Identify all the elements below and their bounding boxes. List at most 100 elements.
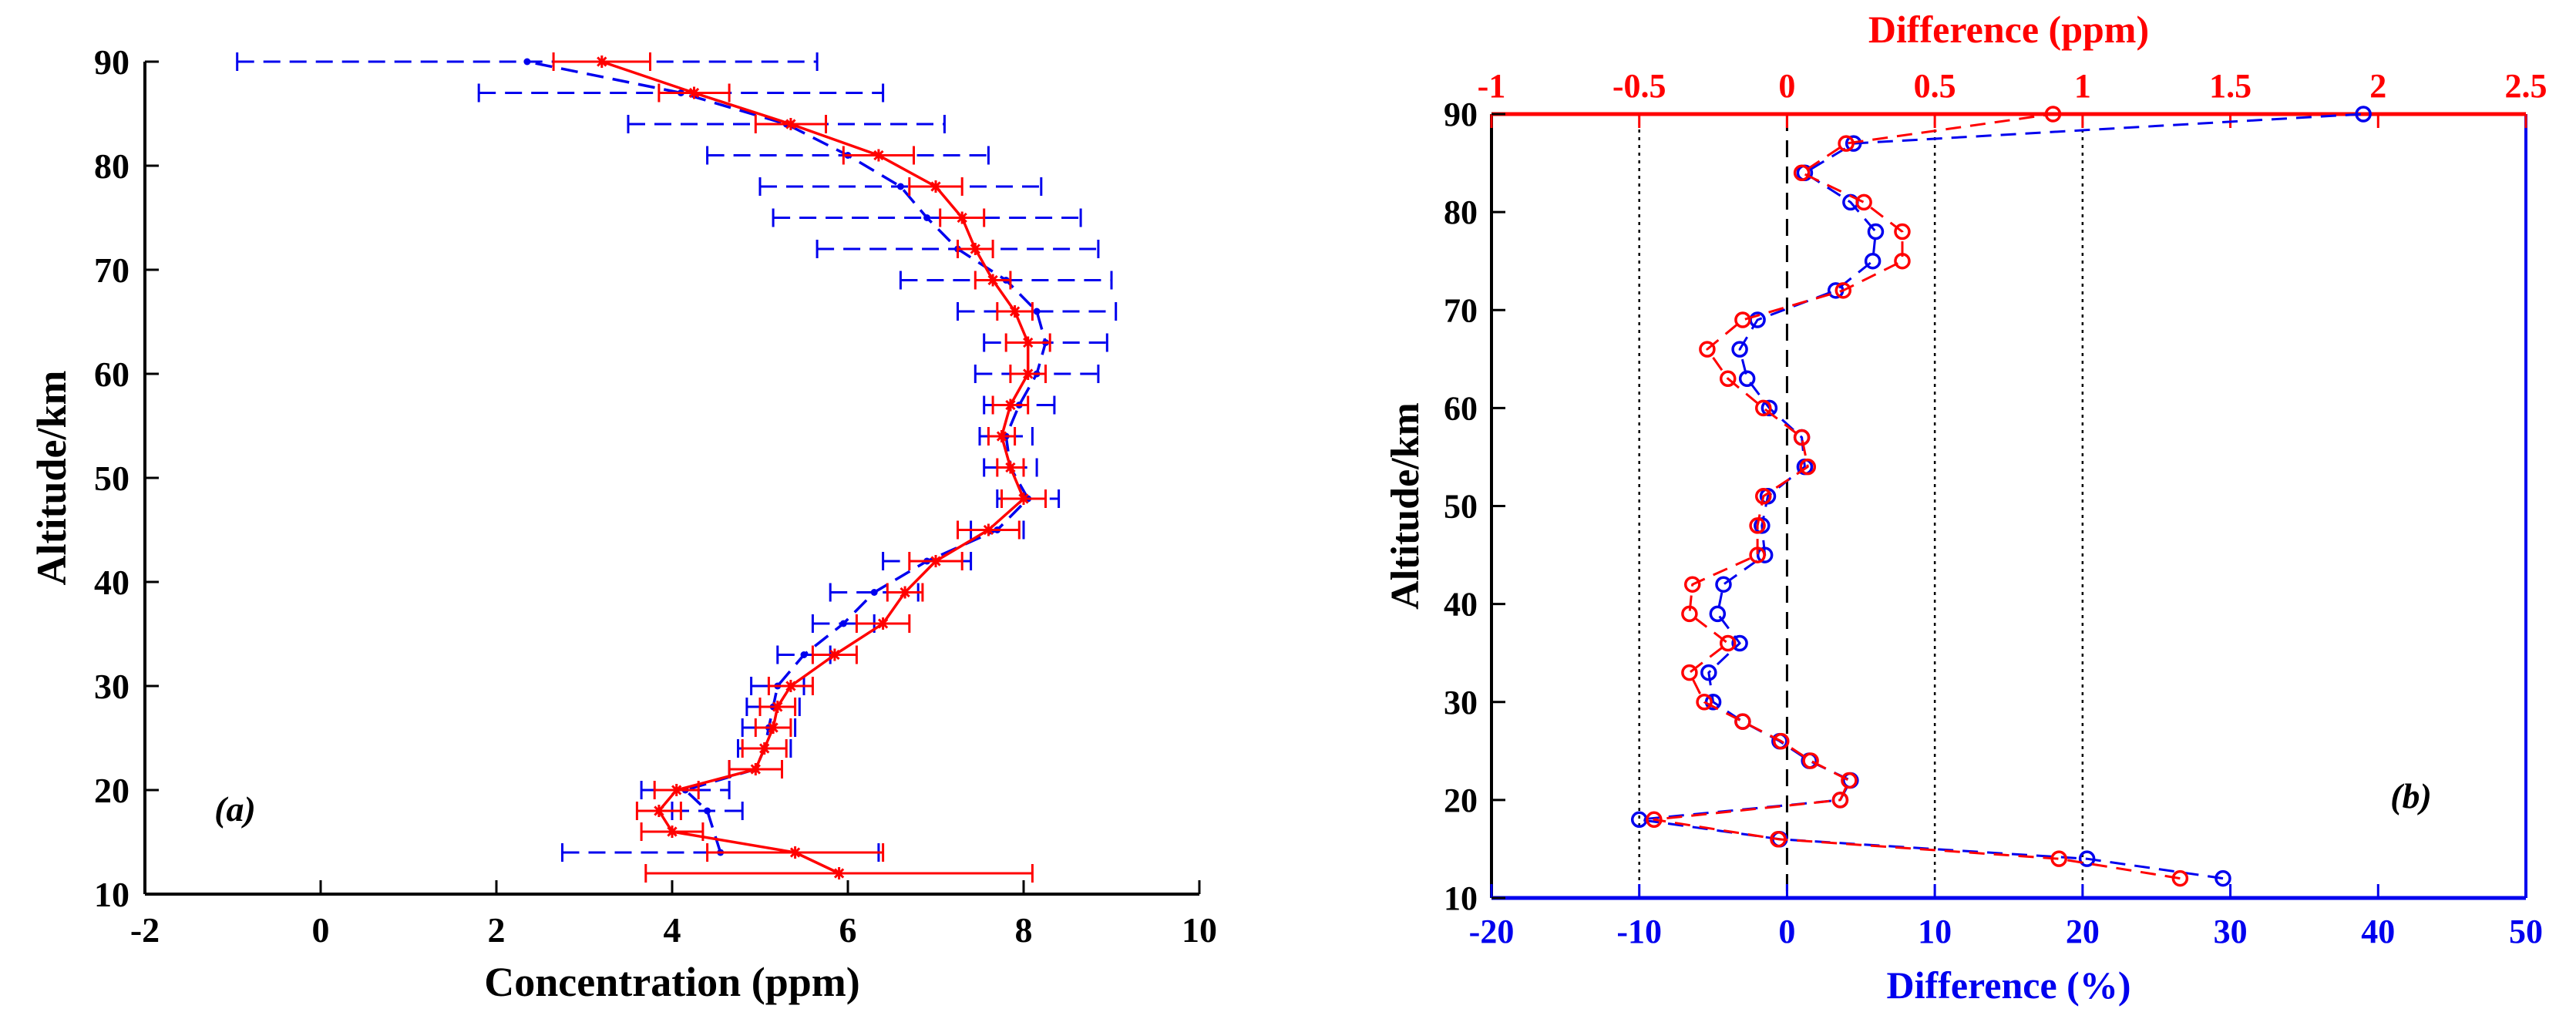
data-point	[1715, 576, 1732, 593]
data-point	[1719, 370, 1737, 387]
data-point	[1802, 752, 1819, 769]
data-point	[1845, 135, 1862, 152]
data-point	[1681, 605, 1698, 623]
data-point	[870, 589, 878, 596]
data-point	[1756, 546, 1774, 563]
data-point	[595, 55, 608, 68]
y-tick-label: 70	[1444, 291, 1478, 329]
data-point	[789, 846, 802, 859]
panel-b-chart: -20 -10 0 10 20 30 40 50 -1 -0.5 0 0.5 1 1.5 2 2.5 10 20 3…	[1384, 8, 2547, 1007]
y-tick-label: 40	[1444, 586, 1478, 624]
data-point	[1755, 399, 1772, 417]
data-point	[1894, 252, 1911, 270]
data-point	[1864, 252, 1882, 270]
data-point	[2078, 850, 2096, 867]
y-tick-label: 90	[1444, 96, 1478, 133]
data-point	[872, 149, 885, 162]
data-point	[1696, 694, 1713, 711]
data-point	[1894, 223, 1911, 240]
x-tick-label-bottom: 30	[2214, 913, 2248, 950]
data-point	[688, 86, 701, 99]
y-tick-label: 20	[1444, 782, 1478, 819]
y-axis-label: Altitude/km	[1384, 402, 1428, 610]
data-point	[1760, 399, 1778, 417]
data-point	[832, 867, 846, 879]
data-point	[670, 784, 683, 796]
data-point	[2171, 869, 2189, 887]
data-point	[1004, 461, 1017, 474]
x-tick-label-bottom: 40	[2361, 913, 2395, 950]
series-line	[1653, 113, 2181, 880]
y-tick-label: 30	[1444, 684, 1478, 721]
x-tick-label-bottom: 0	[1778, 913, 1795, 950]
y-tick-label: 50	[94, 459, 129, 498]
panel-a-chart: -2 0 2 4 6 8 10 10 20 30 40 50 60 70 80 90 Concentration…	[29, 42, 1217, 1005]
panel-b-label: (b)	[2390, 776, 2432, 815]
data-point	[2050, 850, 2067, 867]
x-axis-label-bottom: Difference (%)	[1887, 963, 2131, 1007]
series-line	[526, 60, 1048, 853]
y-tick-label: 70	[94, 251, 129, 290]
x-tick-label-bottom: -10	[1616, 913, 1662, 950]
y-tick-label: 40	[94, 563, 129, 602]
data-point	[1646, 811, 1663, 829]
y-tick-label: 50	[1444, 488, 1478, 526]
y-tick-label: 10	[1444, 879, 1478, 917]
data-point	[800, 651, 808, 658]
x-tick-label: 0	[312, 910, 330, 950]
data-point	[1004, 398, 1017, 412]
data-point	[771, 701, 784, 713]
x-tick-label-top: 1.5	[2209, 67, 2251, 105]
data-point	[995, 430, 1008, 442]
data-point	[1834, 282, 1852, 299]
x-tick-label-top: 2	[2369, 67, 2386, 105]
x-tick-label: 8	[1015, 910, 1033, 950]
data-point	[1699, 341, 1716, 358]
data-point	[1017, 493, 1030, 505]
series-line	[1638, 113, 2364, 880]
data-point	[1719, 634, 1737, 652]
x-tick-label: 10	[1182, 910, 1217, 950]
y-tick-label: 90	[94, 42, 129, 82]
data-point	[1867, 223, 1885, 240]
error-bar	[477, 83, 885, 103]
x-tick-label-bottom: 10	[1918, 913, 1952, 950]
data-point	[1793, 164, 1811, 182]
data-point	[2355, 106, 2372, 123]
data-point	[1709, 605, 1727, 623]
data-point	[839, 620, 847, 627]
x-tick-label: -2	[130, 910, 160, 950]
y-tick-label: 20	[94, 771, 129, 810]
data-point	[828, 648, 841, 661]
data-point	[1731, 634, 1748, 652]
data-point	[652, 805, 665, 817]
data-point	[1799, 458, 1817, 476]
data-point	[1681, 664, 1698, 681]
y-tick-label: 80	[1444, 193, 1478, 231]
x-tick-label: 4	[664, 910, 681, 950]
data-point	[1033, 308, 1041, 315]
x-tick-label-top: 0	[1778, 67, 1795, 105]
data-point	[2214, 869, 2231, 887]
data-point	[1021, 368, 1034, 380]
error-bar	[772, 208, 1082, 227]
x-tick-label-bottom: -20	[1469, 913, 1515, 950]
data-point	[1855, 193, 1872, 211]
data-point	[784, 680, 797, 692]
data-point	[1008, 305, 1021, 318]
x-axis-label-top: Difference (ppm)	[1868, 8, 2149, 51]
y-tick-label: 80	[94, 146, 129, 186]
x-tick-label: 2	[488, 910, 506, 950]
x-tick-label-bottom: 20	[2066, 913, 2100, 950]
data-point	[1749, 546, 1766, 563]
data-point	[1683, 576, 1701, 593]
data-point	[899, 586, 912, 599]
data-point	[982, 523, 995, 536]
data-point	[969, 243, 982, 255]
data-point	[1770, 830, 1787, 848]
data-point	[666, 826, 678, 838]
x-tick-label: 6	[839, 910, 857, 950]
data-point	[1838, 135, 1855, 152]
y-tick-label: 30	[94, 667, 129, 706]
